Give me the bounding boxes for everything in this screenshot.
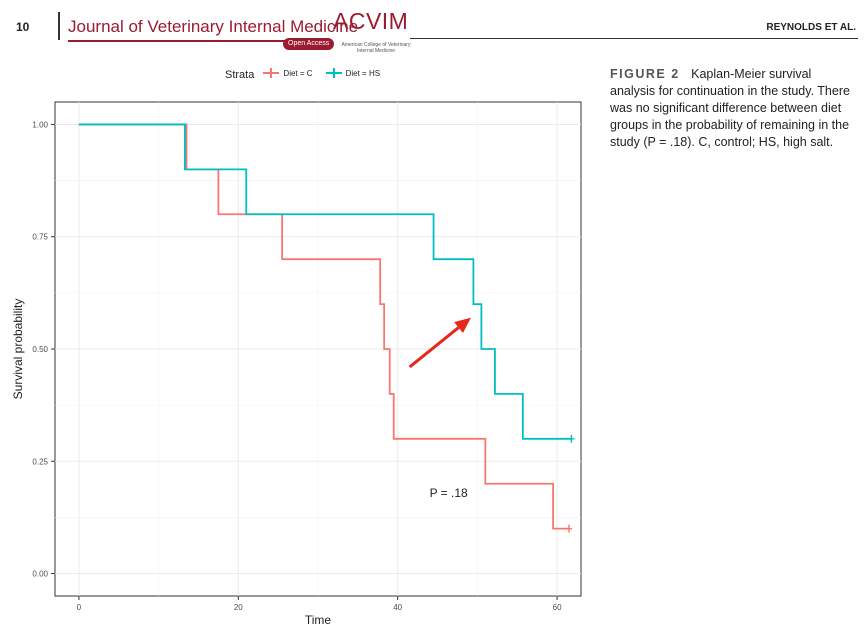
acvim-logo-text: ACVIM <box>333 8 409 34</box>
open-access-badge: Open Access <box>283 38 335 50</box>
legend-title: Strata <box>225 69 255 81</box>
figure-caption-text: Kaplan-Meier survival analysis for conti… <box>610 67 850 149</box>
y-tick-label: 0.25 <box>32 457 48 466</box>
legend-key-high-salt <box>325 68 342 78</box>
p-value-annotation: P = .18 <box>430 486 468 500</box>
x-axis-title: Time <box>305 613 332 627</box>
legend-item-high-salt: Diet = HS <box>325 68 381 78</box>
journal-title-rule <box>68 40 328 42</box>
chart-legend: Strata Diet = C Diet = HS <box>225 68 390 81</box>
x-tick-label: 20 <box>234 603 243 612</box>
header-separator <box>58 12 60 40</box>
legend-item-control: Diet = C <box>263 68 313 78</box>
legend-key-control <box>263 68 280 78</box>
header-rule <box>410 38 858 39</box>
page-number: 10 <box>16 20 30 34</box>
kaplan-meier-chart: 0 20 40 60 0.00 0.25 0.50 0.75 1.00 Time Surviva… <box>11 101 582 627</box>
acvim-logo-subtitle: American College of Veterinary Internal … <box>341 42 411 54</box>
y-axis-title: Survival probability <box>11 299 25 400</box>
figure-label: FIGURE 2 <box>610 67 680 81</box>
acvim-logo: ACVIM American College of Veterinary Int… <box>333 8 411 62</box>
axes: 0 20 40 60 0.00 0.25 0.50 0.75 1.00 <box>32 120 562 612</box>
arrow-shaft <box>408 326 460 369</box>
page-header: 10 Journal of Veterinary Internal Medici… <box>0 0 868 64</box>
survival-curve-high-salt <box>78 123 572 440</box>
x-tick-label: 60 <box>553 603 562 612</box>
legend-label-high-salt: Diet = HS <box>345 68 381 78</box>
figure-2: Strata Diet = C Diet = HS 0 20 40 60 0.00 0.2… <box>0 64 600 638</box>
survival-curve-control <box>78 123 570 530</box>
arrow-head <box>454 317 472 334</box>
x-tick-label: 40 <box>393 603 402 612</box>
running-author: REYNOLDS ET AL. <box>766 22 856 33</box>
legend-label-control: Diet = C <box>283 68 313 78</box>
series <box>78 123 575 533</box>
y-tick-label: 0.75 <box>32 233 48 242</box>
y-tick-label: 0.50 <box>32 345 48 354</box>
y-tick-label: 1.00 <box>32 120 48 129</box>
journal-title[interactable]: Journal of Veterinary Internal Medicine <box>68 17 359 36</box>
grid <box>55 102 581 596</box>
x-tick-label: 0 <box>77 603 82 612</box>
figure-caption: FIGURE 2 Kaplan-Meier survival analysis … <box>610 66 855 151</box>
y-tick-label: 0.00 <box>32 570 48 579</box>
